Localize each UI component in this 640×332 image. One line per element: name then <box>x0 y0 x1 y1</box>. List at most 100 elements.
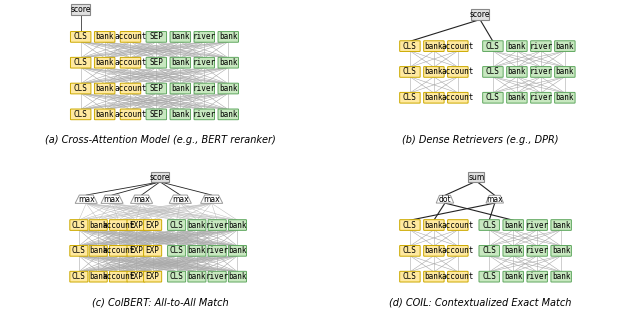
Text: bank: bank <box>228 246 246 255</box>
Text: CLS: CLS <box>403 220 417 229</box>
FancyBboxPatch shape <box>70 271 88 282</box>
Text: bank: bank <box>89 272 108 281</box>
Text: account: account <box>102 246 134 255</box>
Text: CLS: CLS <box>72 220 86 229</box>
Text: bank: bank <box>89 220 108 229</box>
Text: river: river <box>529 67 552 76</box>
Text: account: account <box>115 58 147 67</box>
FancyBboxPatch shape <box>170 109 191 120</box>
Text: CLS: CLS <box>403 67 417 76</box>
Polygon shape <box>486 195 504 203</box>
Text: CLS: CLS <box>74 84 88 93</box>
Text: river: river <box>205 246 228 255</box>
Text: CLS: CLS <box>483 220 496 229</box>
Text: max: max <box>133 195 150 204</box>
Text: max: max <box>78 195 95 204</box>
FancyBboxPatch shape <box>146 32 166 42</box>
FancyBboxPatch shape <box>447 67 468 77</box>
FancyBboxPatch shape <box>188 245 206 256</box>
FancyBboxPatch shape <box>208 271 226 282</box>
Text: max: max <box>204 195 220 204</box>
FancyBboxPatch shape <box>168 220 186 230</box>
FancyBboxPatch shape <box>228 245 246 256</box>
Text: bank: bank <box>424 67 443 76</box>
Text: bank: bank <box>552 220 570 229</box>
FancyBboxPatch shape <box>120 83 141 94</box>
FancyBboxPatch shape <box>483 41 503 51</box>
FancyBboxPatch shape <box>503 271 524 282</box>
Text: account: account <box>102 272 134 281</box>
Text: bank: bank <box>228 220 246 229</box>
Text: CLS: CLS <box>483 272 496 281</box>
FancyBboxPatch shape <box>447 220 468 230</box>
FancyBboxPatch shape <box>527 271 547 282</box>
FancyBboxPatch shape <box>424 271 444 282</box>
FancyBboxPatch shape <box>424 41 444 51</box>
Text: bank: bank <box>228 272 246 281</box>
Text: (c) ColBERT: All-to-All Match: (c) ColBERT: All-to-All Match <box>92 297 228 307</box>
Polygon shape <box>200 195 223 203</box>
FancyBboxPatch shape <box>447 245 468 256</box>
FancyBboxPatch shape <box>399 92 420 103</box>
FancyBboxPatch shape <box>531 92 551 103</box>
FancyBboxPatch shape <box>194 57 214 68</box>
FancyBboxPatch shape <box>527 245 547 256</box>
Text: river: river <box>525 272 548 281</box>
FancyBboxPatch shape <box>72 4 90 15</box>
Text: CLS: CLS <box>170 220 184 229</box>
FancyBboxPatch shape <box>399 67 420 77</box>
FancyBboxPatch shape <box>551 271 572 282</box>
FancyBboxPatch shape <box>150 172 170 182</box>
Text: river: river <box>525 220 548 229</box>
Polygon shape <box>169 195 191 203</box>
FancyBboxPatch shape <box>70 57 91 68</box>
FancyBboxPatch shape <box>503 220 524 230</box>
FancyBboxPatch shape <box>170 83 191 94</box>
Text: bank: bank <box>219 110 237 119</box>
FancyBboxPatch shape <box>551 245 572 256</box>
Text: sum: sum <box>468 173 484 182</box>
FancyBboxPatch shape <box>551 220 572 230</box>
Text: bank: bank <box>508 42 526 50</box>
FancyBboxPatch shape <box>194 83 214 94</box>
Text: bank: bank <box>552 246 570 255</box>
Text: CLS: CLS <box>486 67 500 76</box>
Text: bank: bank <box>508 93 526 102</box>
FancyBboxPatch shape <box>146 57 166 68</box>
Text: bank: bank <box>424 220 443 229</box>
Text: (a) Cross-Attention Model (e.g., BERT reranker): (a) Cross-Attention Model (e.g., BERT re… <box>45 135 275 145</box>
Text: bank: bank <box>171 58 189 67</box>
Text: CLS: CLS <box>403 93 417 102</box>
Text: max: max <box>486 195 503 204</box>
FancyBboxPatch shape <box>424 92 444 103</box>
FancyBboxPatch shape <box>228 271 246 282</box>
Text: bank: bank <box>424 272 443 281</box>
Text: CLS: CLS <box>72 246 86 255</box>
FancyBboxPatch shape <box>218 57 239 68</box>
Text: max: max <box>104 195 120 204</box>
FancyBboxPatch shape <box>95 32 115 42</box>
FancyBboxPatch shape <box>143 245 162 256</box>
FancyBboxPatch shape <box>168 271 186 282</box>
FancyBboxPatch shape <box>507 92 527 103</box>
Text: CLS: CLS <box>74 58 88 67</box>
FancyBboxPatch shape <box>70 220 88 230</box>
FancyBboxPatch shape <box>527 220 547 230</box>
Text: SEP: SEP <box>149 33 163 42</box>
FancyBboxPatch shape <box>555 67 575 77</box>
Text: bank: bank <box>171 33 189 42</box>
Text: bank: bank <box>95 33 114 42</box>
Text: account: account <box>102 220 134 229</box>
FancyBboxPatch shape <box>447 92 468 103</box>
FancyBboxPatch shape <box>507 67 527 77</box>
FancyBboxPatch shape <box>70 83 91 94</box>
Text: river: river <box>205 272 228 281</box>
Text: score: score <box>70 5 91 14</box>
FancyBboxPatch shape <box>95 109 115 120</box>
FancyBboxPatch shape <box>194 109 214 120</box>
Text: SEP: SEP <box>149 110 163 119</box>
Text: CLS: CLS <box>170 246 184 255</box>
FancyBboxPatch shape <box>70 109 91 120</box>
FancyBboxPatch shape <box>120 32 141 42</box>
FancyBboxPatch shape <box>89 220 108 230</box>
